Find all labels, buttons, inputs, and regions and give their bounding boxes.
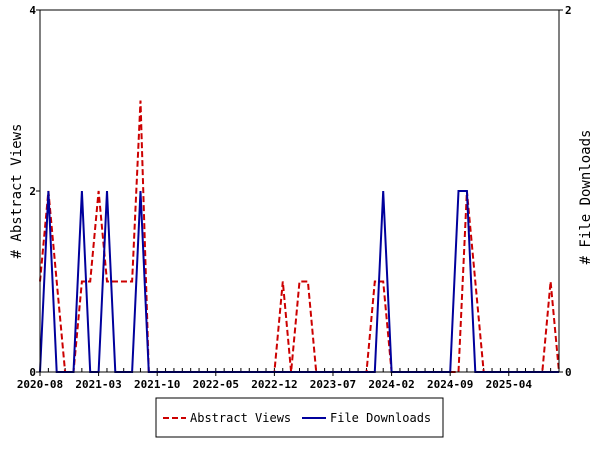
series-lines (39, 100, 560, 373)
y-right-tick-label: 0 (565, 366, 572, 379)
x-tick-label: 2022-12 (251, 378, 297, 391)
x-tick-label: 2024-09 (427, 378, 473, 391)
legend: Abstract Views File Downloads (155, 397, 444, 438)
y-left-tick-label: 0 (29, 366, 36, 379)
y-axis-title-right: # File Downloads (578, 130, 594, 265)
x-tick-label: 2025-04 (486, 378, 533, 391)
y-axis-title-left: # Abstract Views (9, 124, 25, 259)
x-tick-label: 2024-02 (368, 378, 414, 391)
y-left-tick-label: 4 (29, 4, 36, 17)
legend-box (155, 397, 444, 438)
series-line-abstract-views (39, 100, 560, 373)
x-tick-label: 2021-10 (134, 378, 180, 391)
y-left-tick-label: 2 (29, 185, 36, 198)
x-tick-label: 2023-07 (310, 378, 356, 391)
x-tick-label: 2021-03 (75, 378, 121, 391)
y-ticks-right: 02 (559, 4, 572, 379)
plot-area-frame (39, 9, 560, 373)
y-ticks-left: 0 2 4 (29, 4, 40, 379)
legend-label-abstract-views: Abstract Views (190, 411, 291, 425)
x-tick-label: 2020-08 (17, 378, 63, 391)
x-tick-labels: 2020-08 2021-03 2021-10 2022-05 2022-12 2023-… (17, 372, 533, 391)
legend-label-file-downloads: File Downloads (330, 411, 431, 425)
y-right-tick-label: 2 (565, 4, 572, 17)
x-tick-label: 2022-05 (193, 378, 239, 391)
